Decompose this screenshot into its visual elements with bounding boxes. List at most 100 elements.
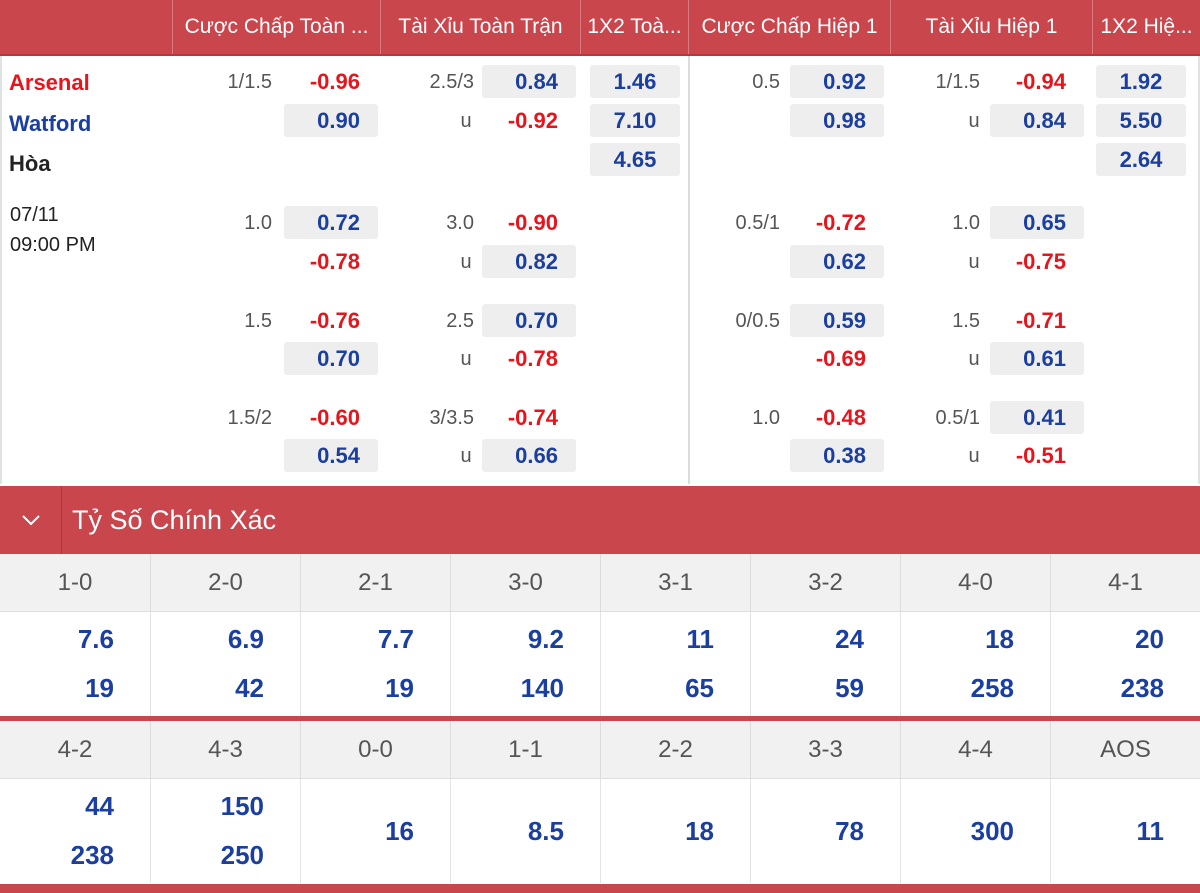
score-odds-cell[interactable]: 300 [900,779,1050,883]
away-odds[interactable]: 140 [520,673,564,703]
score-odds-cell[interactable]: 11 65 [600,612,750,716]
odds[interactable]: 16 [385,815,414,846]
header-1x2-full[interactable]: 1X2 Toà... [580,0,688,54]
h1-ah-home-odds[interactable]: -0.48 [815,404,866,430]
ou-over-odds[interactable]: -0.90 [507,209,558,235]
home-odds[interactable]: 7.6 [77,624,114,654]
odds[interactable]: 300 [970,815,1014,846]
odds[interactable]: 18 [685,815,714,846]
h1-ou-over-odds[interactable]: 0.41 [990,401,1084,434]
ah-away-odds[interactable]: 0.70 [284,342,378,375]
score-odds-cell[interactable]: 18 258 [900,612,1050,716]
correct-score-title: Tỷ Số Chính Xác [72,504,277,535]
h1-ah-home-odds[interactable]: -0.72 [815,209,866,235]
ou-over-odds[interactable]: -0.74 [507,404,558,430]
h1-ou-over-odds[interactable]: -0.71 [1015,307,1066,333]
score-odds-cell[interactable]: 20 238 [1050,612,1200,716]
home-odds[interactable]: 7.7 [377,624,414,654]
h1-ah-line: 0/0.5 [735,310,780,332]
header-handicap-full[interactable]: Cược Chấp Toàn ... [172,0,380,54]
odds[interactable]: 78 [835,815,864,846]
away-odds[interactable]: 238 [70,840,114,870]
ou-under-odds[interactable]: -0.92 [507,107,558,133]
odds[interactable]: 11 [1136,815,1165,846]
away-odds[interactable]: 59 [835,673,864,703]
h1-ah-line: 1.0 [752,407,780,429]
h1-ah-home-odds[interactable]: 0.59 [790,304,884,337]
h1-ou-under-odds[interactable]: -0.75 [1015,248,1066,274]
h1-ah-away-odds[interactable]: 0.38 [790,439,884,472]
score-label: 4-0 [900,554,1050,612]
home-odds[interactable]: 9.2 [527,624,564,654]
score-odds-cell[interactable]: 6.9 42 [150,612,300,716]
ou-under-odds[interactable]: -0.78 [507,345,558,371]
h1-ah-away-odds[interactable]: 0.62 [790,245,884,278]
ah-home-odds[interactable]: -0.76 [309,307,360,333]
ou-line: 2.5/3 [429,71,474,93]
h1-ah-home-odds[interactable]: 0.92 [790,65,884,98]
home-odds[interactable]: 150 [220,791,264,821]
h1-x12-draw-odds[interactable]: 2.64 [1096,143,1186,176]
odds[interactable]: 8.5 [527,815,564,846]
header-over-under-full[interactable]: Tài Xỉu Toàn Trận [380,0,580,54]
ah-away-odds[interactable]: -0.78 [309,248,360,274]
away-odds[interactable]: 42 [235,673,264,703]
ah-home-odds[interactable]: -0.96 [309,68,360,94]
ou-over-odds[interactable]: 0.84 [482,65,576,98]
score-odds-cell[interactable]: 7.7 19 [300,612,450,716]
score-odds-cell[interactable]: 150 250 [150,779,300,883]
header-over-under-h1[interactable]: Tài Xỉu Hiệp 1 [890,0,1092,54]
ah-home-odds[interactable]: 0.72 [284,206,378,239]
away-odds[interactable]: 19 [85,673,114,703]
score-odds-cell[interactable]: 7.6 19 [0,612,150,716]
score-odds-cell[interactable]: 8.5 [450,779,600,883]
ah-away-odds[interactable]: 0.90 [284,104,378,137]
h1-x12-home-odds[interactable]: 1.92 [1096,65,1186,98]
ou-over-odds[interactable]: 0.70 [482,304,576,337]
h1-ou-over-odds[interactable]: 0.65 [990,206,1084,239]
h1-ou-over-odds[interactable]: -0.94 [1015,68,1066,94]
match-date: 07/11 [10,204,59,226]
score-odds-cell[interactable]: 44 238 [0,779,150,883]
ou-under-odds[interactable]: 0.66 [482,439,576,472]
away-odds[interactable]: 250 [220,840,264,870]
header-1x2-h1[interactable]: 1X2 Hiệ... [1092,0,1200,54]
away-odds[interactable]: 19 [385,673,414,703]
away-odds[interactable]: 238 [1120,673,1164,703]
ou-under-odds[interactable]: 0.82 [482,245,576,278]
home-odds[interactable]: 18 [985,624,1014,654]
h1-x12-away-odds[interactable]: 5.50 [1096,104,1186,137]
score-label: 1-1 [450,721,600,779]
score-odds-cell[interactable]: 16 [300,779,450,883]
score-label: 4-1 [1050,554,1200,612]
score-odds-cell[interactable]: 9.2 140 [450,612,600,716]
h1-ah-away-odds[interactable]: 0.98 [790,104,884,137]
half-divider [688,56,690,484]
home-odds[interactable]: 24 [835,624,864,654]
x12-draw-odds[interactable]: 4.65 [590,143,680,176]
away-odds[interactable]: 65 [685,673,714,703]
h1-ah-away-odds[interactable]: -0.69 [815,345,866,371]
x12-away-odds[interactable]: 7.10 [590,104,680,137]
h1-ou-under-odds[interactable]: -0.51 [1015,442,1066,468]
score-odds-cell[interactable]: 78 [750,779,900,883]
h1-ou-under-odds[interactable]: 0.84 [990,104,1084,137]
ah-line: 1/1.5 [227,71,272,93]
ah-away-odds[interactable]: 0.54 [284,439,378,472]
home-odds[interactable]: 11 [686,624,715,654]
x12-home-odds[interactable]: 1.46 [590,65,680,98]
away-odds[interactable]: 258 [970,673,1014,703]
score-odds-cell[interactable]: 18 [600,779,750,883]
row-divider [0,716,1200,721]
h1-ou-under-odds[interactable]: 0.61 [990,342,1084,375]
score-odds-cell[interactable]: 24 59 [750,612,900,716]
header-handicap-h1[interactable]: Cược Chấp Hiệp 1 [688,0,890,54]
score-header-row: 4-2 4-3 0-0 1-1 2-2 3-3 4-4 AOS [0,721,1200,779]
collapse-toggle[interactable] [0,486,62,554]
score-odds-cell[interactable]: 11 [1050,779,1200,883]
ah-home-odds[interactable]: -0.60 [309,404,360,430]
home-odds[interactable]: 44 [85,791,114,821]
score-label: 2-2 [600,721,750,779]
home-odds[interactable]: 6.9 [227,624,264,654]
home-odds[interactable]: 20 [1135,624,1164,654]
